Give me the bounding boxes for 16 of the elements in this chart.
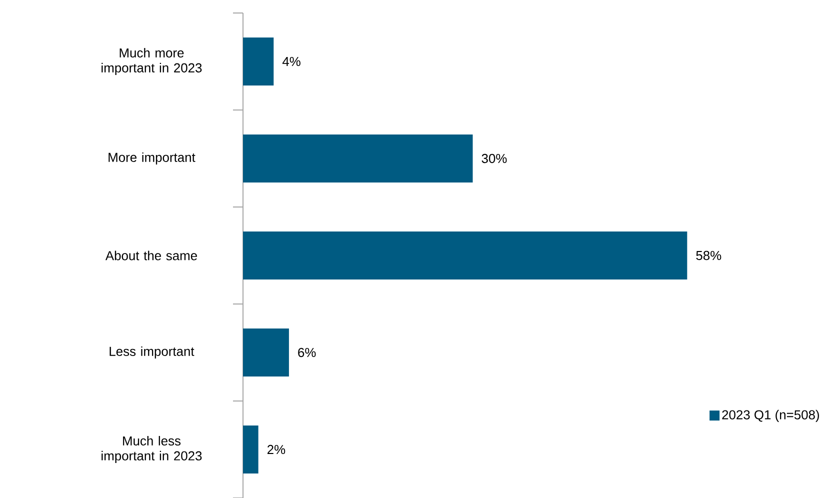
y-tick-label: Much more important in 2023 — [102, 48, 202, 75]
bar — [243, 328, 289, 376]
y-tick-label: Much less important in 2023 — [102, 436, 202, 463]
y-tick-label: More important — [108, 152, 196, 165]
bar — [243, 231, 688, 280]
data-label: 30% — [482, 154, 507, 164]
data-label: 4% — [282, 56, 300, 66]
data-label: 6% — [298, 348, 316, 358]
data-label: 58% — [696, 250, 722, 260]
bar — [243, 37, 274, 86]
y-tick-label: About the same — [105, 250, 197, 260]
bar — [243, 134, 473, 182]
y-tick-label: Less important — [110, 346, 194, 359]
bar — [243, 425, 258, 474]
data-label: 2% — [267, 444, 286, 454]
legend-label: 2023 Q1 (n=508) — [722, 410, 819, 422]
